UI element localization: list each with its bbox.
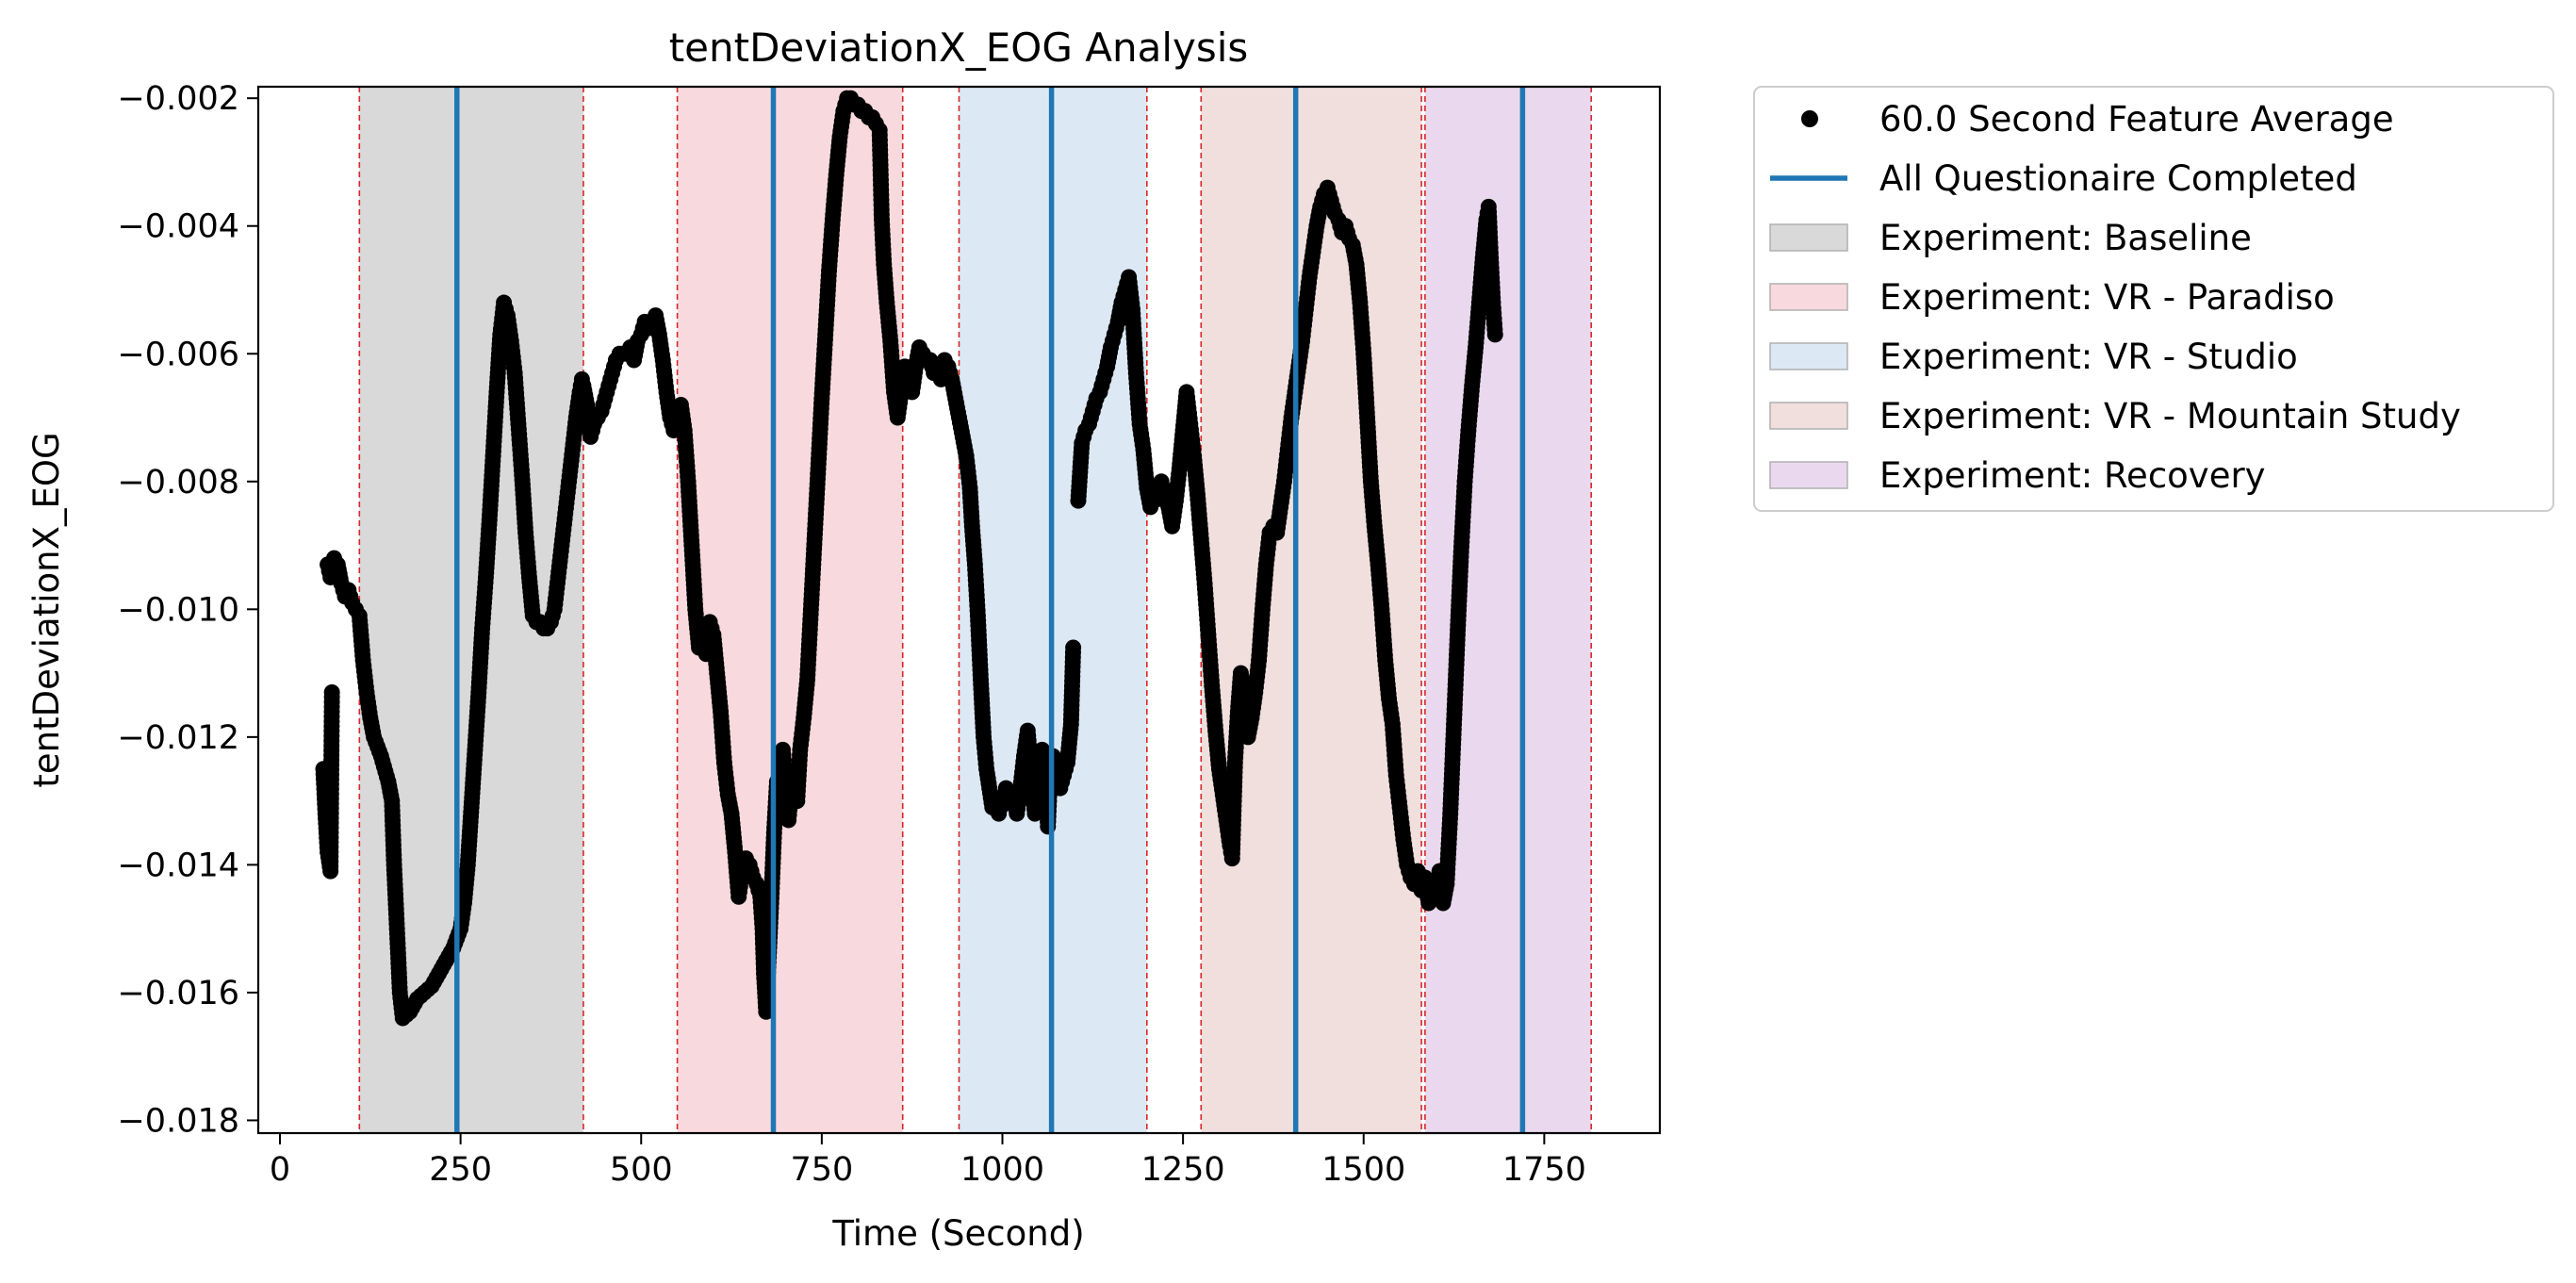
chart-title: tentDeviationX_EOG Analysis [669, 25, 1249, 71]
legend-entry-3: Experiment: VR - Paradiso [1769, 277, 2335, 318]
legend-patch-icon [1769, 402, 1848, 430]
region-1 [677, 87, 903, 1133]
y-tick-label-0: −0.018 [117, 1102, 239, 1140]
legend-entry-4: Experiment: VR - Studio [1769, 337, 2298, 377]
data-point-1898 [1486, 326, 1503, 343]
legend-marker-icon [1801, 110, 1818, 127]
data-point-1187 [1065, 639, 1082, 656]
x-tick-label-2: 500 [610, 1151, 673, 1189]
y-tick-label-8: −0.002 [117, 80, 239, 118]
y-tick-label-4: −0.010 [117, 591, 239, 629]
legend-label-4: Experiment: VR - Studio [1879, 337, 2298, 377]
y-tick-label-6: −0.006 [117, 336, 239, 373]
legend-entry-6: Experiment: Recovery [1769, 455, 2266, 496]
y-tick-label-1: −0.016 [117, 975, 239, 1012]
x-tick-label-0: 0 [270, 1151, 290, 1189]
legend-frame [1753, 86, 2554, 512]
y-tick-label-2: −0.014 [117, 847, 239, 884]
legend-label-3: Experiment: VR - Paradiso [1879, 277, 2335, 318]
legend-entry-0: 60.0 Second Feature Average [1801, 99, 2394, 140]
legend-label-5: Experiment: VR - Mountain Study [1879, 396, 2461, 436]
x-axis-label: Time (Second) [831, 1213, 1084, 1254]
legend-patch-icon [1769, 461, 1848, 489]
legend-entry-5: Experiment: VR - Mountain Study [1769, 396, 2461, 436]
legend-entries: 60.0 Second Feature Average All Questiona… [1769, 99, 2461, 496]
x-tick-label-1: 250 [429, 1151, 492, 1189]
legend-patch-icon [1769, 283, 1848, 311]
legend-label-2: Experiment: Baseline [1879, 218, 2252, 258]
legend-entry-1: All Questionaire Completed [1770, 158, 2357, 199]
y-tick-label-7: −0.004 [117, 208, 239, 246]
y-axis-label: tentDeviationX_EOG [26, 432, 67, 787]
x-tick-label-7: 1750 [1502, 1151, 1586, 1189]
plot-area [315, 87, 1592, 1133]
x-tick-label-6: 1500 [1321, 1151, 1405, 1189]
feature-average-points [315, 90, 1503, 1027]
y-axis-ticks: −0.018 −0.016 −0.014 −0.012 −0.010 −0.008 −0.0… [117, 80, 258, 1140]
legend-label-1: All Questionaire Completed [1879, 158, 2357, 199]
legend-patch-icon [1769, 223, 1848, 252]
x-tick-label-5: 1250 [1141, 1151, 1225, 1189]
legend-entry-2: Experiment: Baseline [1769, 218, 2252, 258]
legend-label-0: 60.0 Second Feature Average [1879, 99, 2394, 140]
legend-label-6: Experiment: Recovery [1879, 455, 2266, 496]
questionnaire-lines [454, 87, 1526, 1133]
x-axis-ticks: 0 250 500 750 1000 1250 1500 1750 [270, 1133, 1586, 1189]
data-point-58 [323, 683, 340, 700]
legend: 60.0 Second Feature Average All Questiona… [1753, 86, 2554, 512]
region-4 [1424, 87, 1592, 1133]
x-tick-label-3: 750 [790, 1151, 853, 1189]
x-tick-label-4: 1000 [960, 1151, 1044, 1189]
legend-patch-icon [1769, 342, 1848, 370]
y-tick-label-5: −0.008 [117, 464, 239, 502]
y-tick-label-3: −0.012 [117, 719, 239, 757]
